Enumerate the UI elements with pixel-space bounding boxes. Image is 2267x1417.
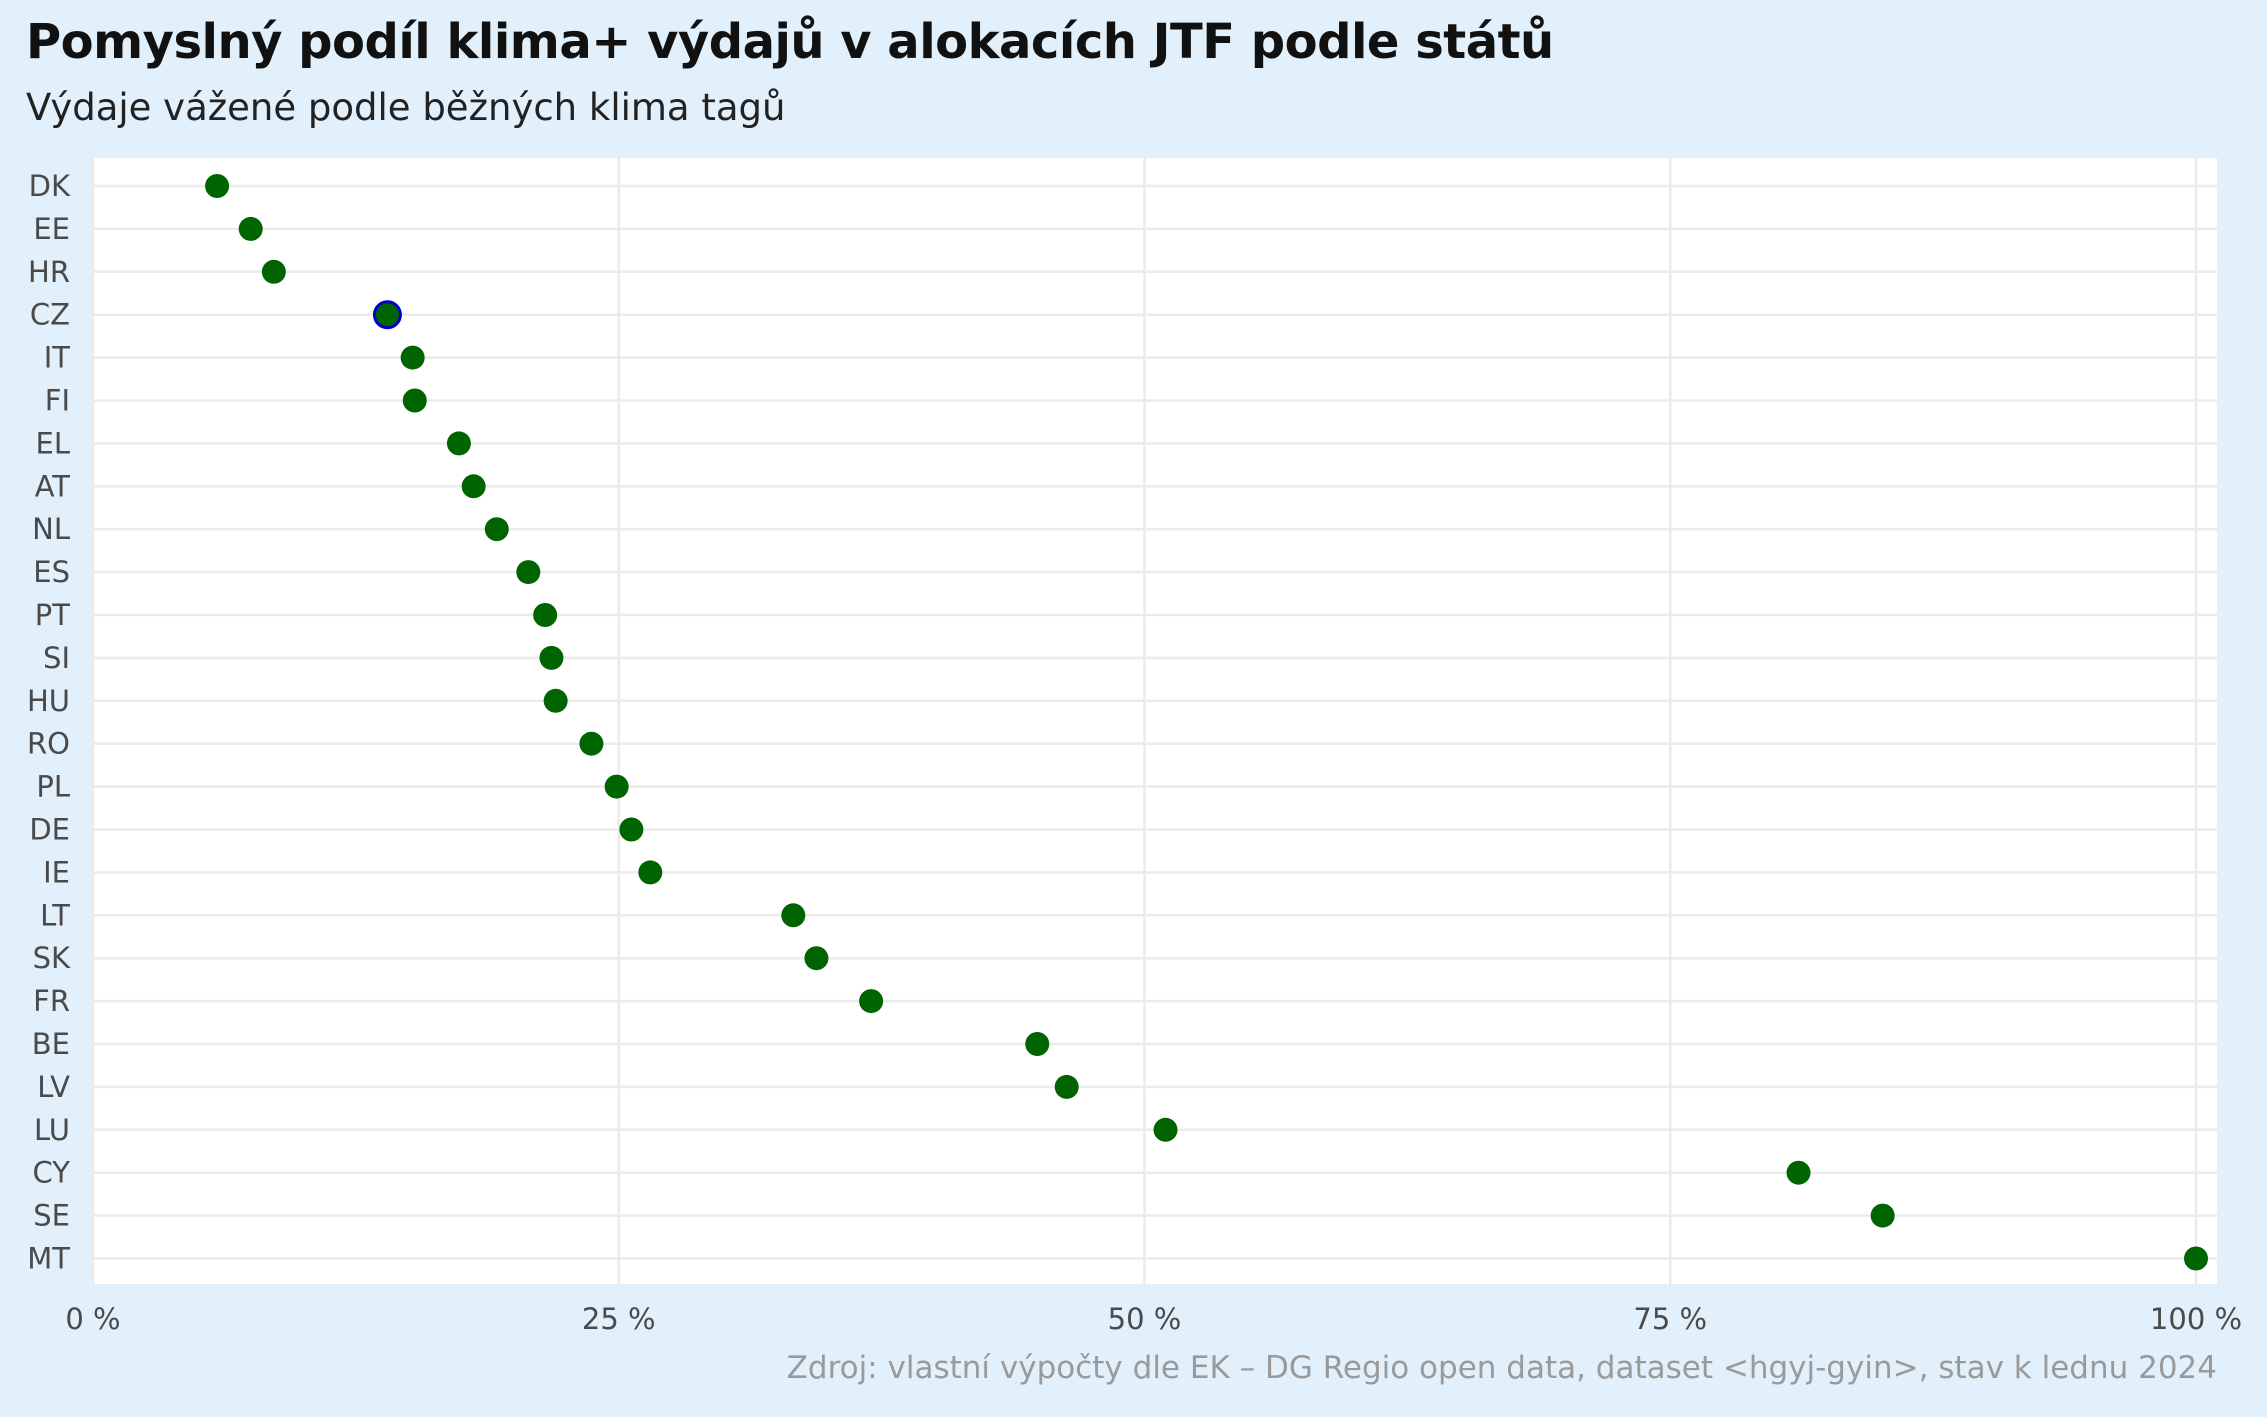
data-point-ro	[579, 731, 604, 756]
chart-title: Pomyslný podíl klima+ výdajů v alokacích…	[26, 14, 1554, 70]
y-tick-label: SK	[33, 941, 71, 975]
y-tick-label: EE	[33, 212, 70, 246]
x-tick-label: 50 %	[1108, 1302, 1182, 1330]
y-tick-label: EL	[36, 426, 70, 460]
data-point-dk	[205, 174, 230, 198]
data-point-pl	[604, 774, 629, 799]
data-point-es	[516, 560, 541, 585]
y-axis-labels: DK EE HR CZ IT FI EL AT NL ES PT SI HU RO PL DE IE LT SK FR…	[27, 169, 71, 1276]
grid-lines	[91, 158, 2217, 1284]
y-tick-label: PT	[35, 598, 70, 632]
data-point-it	[400, 345, 425, 370]
y-tick-label: BE	[32, 1027, 70, 1061]
y-tick-label: IT	[44, 341, 71, 375]
x-tick-label: 100 %	[2150, 1302, 2242, 1330]
data-point-cy	[1786, 1160, 1811, 1185]
y-tick-label: CY	[33, 1156, 71, 1190]
y-tick-label: LV	[37, 1070, 70, 1104]
y-tick-label: IE	[43, 855, 70, 889]
y-tick-label: NL	[32, 512, 70, 546]
data-points	[205, 174, 2208, 1271]
y-tick-label: PL	[36, 770, 70, 804]
y-tick-label: AT	[35, 469, 71, 503]
x-axis-labels: 0 % 25 % 50 % 75 % 100 %	[65, 1302, 2242, 1330]
data-point-el	[446, 431, 471, 456]
data-point-cz	[372, 300, 402, 330]
data-point-nl	[484, 517, 509, 542]
y-tick-label: HU	[27, 684, 70, 718]
y-tick-label: HR	[28, 255, 70, 289]
data-point-be	[1025, 1032, 1050, 1056]
y-tick-label: SI	[43, 641, 70, 675]
data-point-mt	[2184, 1246, 2208, 1271]
data-point-lu	[1153, 1117, 1178, 1142]
chart-subtitle: Výdaje vážené podle běžných klima tagů	[26, 86, 786, 129]
data-point-se	[1870, 1203, 1895, 1228]
y-tick-label: DE	[29, 813, 70, 847]
y-tick-label: FR	[33, 984, 70, 1018]
y-tick-label: LT	[40, 898, 70, 932]
y-tick-label: RO	[27, 727, 70, 761]
data-point-at	[461, 474, 486, 499]
x-tick-label: 75 %	[1633, 1302, 1707, 1330]
y-tick-label: SE	[33, 1199, 70, 1233]
y-tick-label: LU	[34, 1113, 70, 1147]
dot-plot: DK EE HR CZ IT FI EL AT NL ES PT SI HU RO PL DE IE LT SK FR…	[27, 158, 2242, 1330]
data-point-ee	[238, 216, 263, 241]
y-tick-label: CZ	[30, 298, 70, 332]
data-point-si	[539, 645, 564, 670]
x-tick-label: 0 %	[65, 1302, 120, 1330]
y-tick-label: ES	[33, 555, 70, 589]
plot-panel	[93, 158, 2217, 1284]
data-point-hr	[261, 259, 286, 284]
y-tick-label: FI	[45, 384, 70, 418]
x-tick-label: 25 %	[582, 1302, 656, 1330]
source-caption: Zdroj: vlastní výpočty dle EK – DG Regio…	[786, 1350, 2217, 1386]
data-point-sk	[804, 946, 829, 971]
data-point-fi	[402, 388, 427, 413]
y-tick-label: MT	[27, 1242, 70, 1276]
data-point-pt	[533, 603, 558, 627]
data-point-de	[619, 817, 644, 842]
data-point-lt	[781, 903, 806, 928]
data-point-lv	[1054, 1074, 1079, 1099]
data-point-fr	[859, 989, 884, 1014]
data-point-hu	[543, 688, 568, 713]
y-tick-label: DK	[29, 169, 71, 203]
data-point-ie	[638, 860, 663, 885]
